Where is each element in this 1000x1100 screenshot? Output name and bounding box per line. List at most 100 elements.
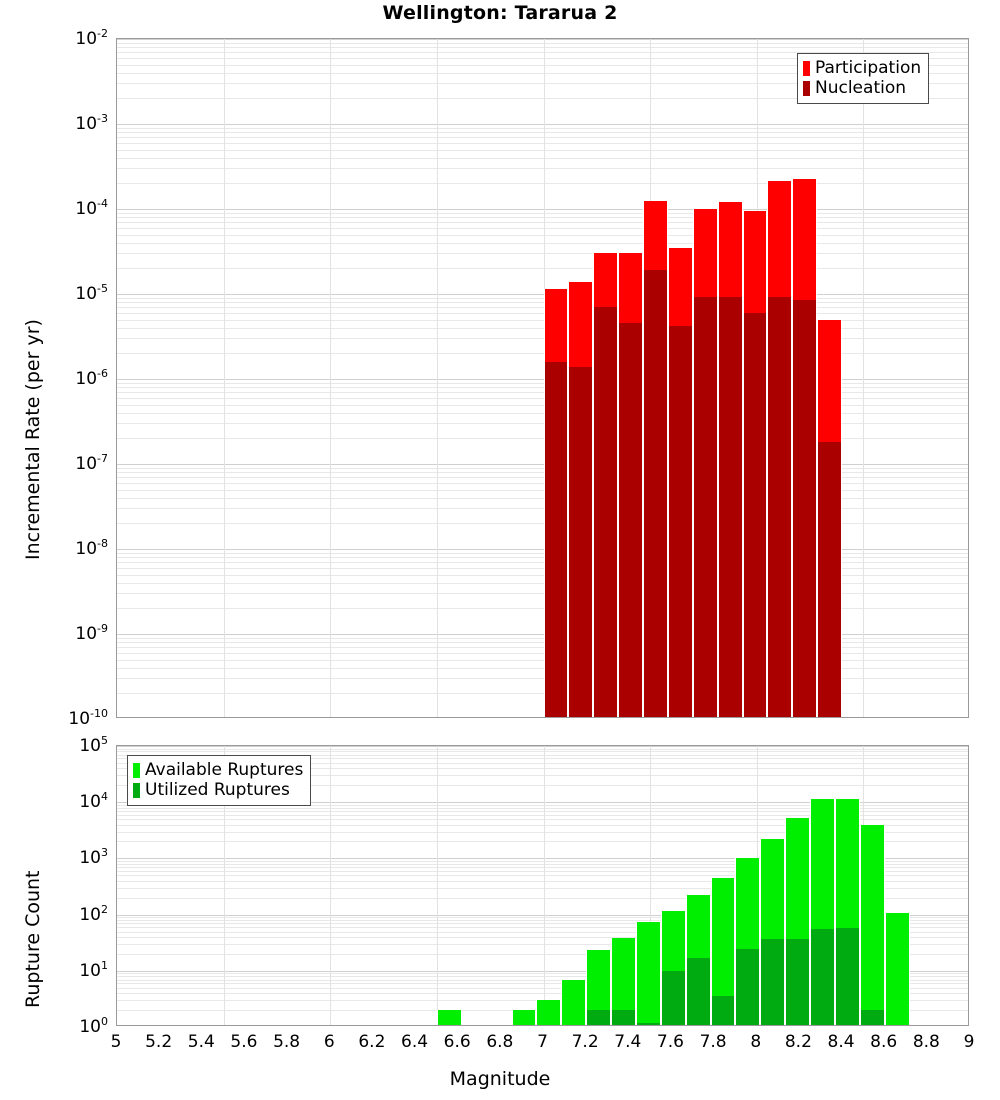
grid-line bbox=[117, 477, 968, 478]
x-axis-tick-label: 7 bbox=[537, 1032, 548, 1052]
grid-line bbox=[117, 755, 968, 756]
y-axis-tick-label: 10-9 bbox=[75, 622, 108, 644]
grid-line bbox=[117, 988, 968, 989]
grid-line bbox=[117, 832, 968, 833]
utilized-ruptures-bar bbox=[660, 970, 686, 1025]
x-axis-tick-label: 7.6 bbox=[656, 1032, 684, 1052]
nucleation-bar bbox=[717, 296, 743, 717]
grid-line bbox=[117, 124, 968, 125]
x-axis-tick-label: 8.2 bbox=[784, 1032, 812, 1052]
utilized-ruptures-bar bbox=[685, 957, 711, 1025]
utilized-ruptures-swatch-icon bbox=[133, 782, 140, 798]
available-ruptures-bar bbox=[635, 922, 661, 1025]
grid-line bbox=[437, 746, 438, 1025]
x-axis-tick-label: 8.8 bbox=[912, 1032, 940, 1052]
legend-item: Utilized Ruptures bbox=[133, 780, 303, 800]
grid-line bbox=[117, 678, 968, 679]
x-axis-tick-label: 9 bbox=[963, 1032, 975, 1052]
grid-line bbox=[117, 98, 968, 99]
grid-line bbox=[117, 483, 968, 484]
x-axis-tick-label: 6 bbox=[323, 1032, 335, 1052]
grid-line bbox=[117, 575, 968, 576]
legend-item: Available Ruptures bbox=[133, 760, 303, 780]
grid-line bbox=[117, 383, 968, 384]
nucleation-bar bbox=[692, 296, 718, 717]
utilized-ruptures-bar bbox=[586, 1010, 612, 1025]
grid-line bbox=[117, 464, 968, 465]
utilized-ruptures-bar bbox=[785, 938, 811, 1025]
x-axis-tick-label: 5.6 bbox=[230, 1032, 258, 1052]
x-axis-tick-label: 7.8 bbox=[699, 1032, 727, 1052]
grid-line bbox=[117, 490, 968, 491]
grid-line bbox=[117, 805, 968, 806]
available-ruptures-bar bbox=[511, 1010, 537, 1025]
grid-line bbox=[330, 39, 331, 717]
grid-line bbox=[117, 47, 968, 48]
grid-line bbox=[117, 775, 968, 776]
nucleation-bar bbox=[742, 312, 768, 717]
y-axis-tick-label: 100 bbox=[79, 1015, 108, 1037]
x-axis-tick-label: 5.4 bbox=[187, 1032, 215, 1052]
x-axis-tick-label: 6.2 bbox=[358, 1032, 386, 1052]
grid-line bbox=[117, 980, 968, 981]
grid-line bbox=[117, 222, 968, 223]
grid-line bbox=[117, 785, 968, 786]
grid-line bbox=[117, 298, 968, 299]
grid-line bbox=[117, 562, 968, 563]
grid-line bbox=[117, 923, 968, 924]
grid-line bbox=[117, 549, 968, 550]
grid-line bbox=[117, 642, 968, 643]
nucleation-bar bbox=[667, 326, 693, 717]
grid-line bbox=[117, 328, 968, 329]
x-axis-tick-label: 8 bbox=[750, 1032, 762, 1052]
available-ruptures-bar bbox=[884, 913, 910, 1025]
grid-line bbox=[117, 888, 968, 889]
grid-line bbox=[117, 128, 968, 129]
x-axis-tick-label: 5.2 bbox=[145, 1032, 173, 1052]
grid-line bbox=[117, 811, 968, 812]
y-axis-tick-label: 10-3 bbox=[75, 112, 108, 134]
nucleation-bar bbox=[543, 361, 569, 717]
grid-line bbox=[117, 937, 968, 938]
legend-item: Nucleation bbox=[803, 78, 921, 98]
utilized-ruptures-bar bbox=[810, 929, 835, 1025]
grid-line bbox=[117, 320, 968, 321]
y-axis-tick-label: 10-5 bbox=[75, 282, 108, 304]
grid-line bbox=[117, 523, 968, 524]
grid-line bbox=[117, 802, 968, 803]
grid-line bbox=[117, 353, 968, 354]
grid-line bbox=[117, 253, 968, 254]
grid-line bbox=[117, 858, 968, 859]
page-title: Wellington: Tararua 2 bbox=[382, 2, 618, 24]
grid-line bbox=[117, 294, 968, 295]
bottom-y-axis-ticks: 105 104 103 102 101 100 bbox=[0, 0, 108, 1100]
grid-line bbox=[117, 583, 968, 584]
grid-line bbox=[117, 183, 968, 184]
bottom-y-axis-title: Rupture Count bbox=[22, 870, 44, 1009]
grid-line bbox=[117, 993, 968, 994]
grid-line bbox=[117, 881, 968, 882]
utilized-ruptures-bar bbox=[834, 928, 860, 1025]
grid-line bbox=[117, 568, 968, 569]
grid-line bbox=[117, 508, 968, 509]
grid-line bbox=[224, 39, 225, 717]
legend-label: Participation bbox=[815, 58, 922, 78]
grid-line bbox=[117, 746, 968, 747]
grid-line bbox=[117, 235, 968, 236]
utilized-ruptures-bar bbox=[611, 1010, 636, 1025]
grid-line bbox=[117, 954, 968, 955]
grid-line bbox=[117, 917, 968, 918]
grid-line bbox=[117, 132, 968, 133]
grid-line bbox=[117, 864, 968, 865]
utilized-ruptures-bar bbox=[635, 1022, 661, 1025]
y-axis-tick-label: 102 bbox=[79, 902, 108, 925]
grid-line bbox=[224, 746, 225, 1025]
nucleation-bar bbox=[618, 323, 643, 717]
grid-line bbox=[117, 653, 968, 654]
x-axis-tick-label: 5 bbox=[110, 1032, 122, 1052]
nucleation-bar bbox=[817, 442, 843, 717]
grid-line bbox=[117, 660, 968, 661]
grid-line bbox=[117, 213, 968, 214]
grid-line bbox=[117, 302, 968, 303]
grid-line bbox=[117, 861, 968, 862]
